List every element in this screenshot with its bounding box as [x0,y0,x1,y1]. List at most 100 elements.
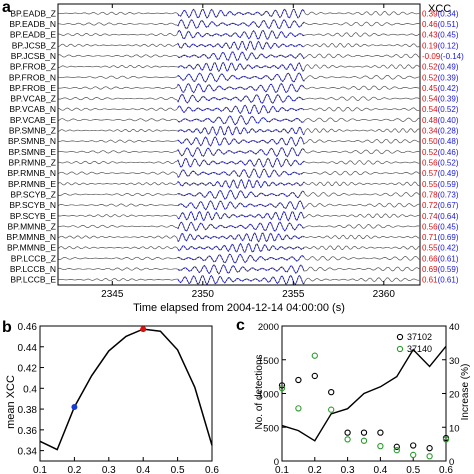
detection-point [393,443,400,450]
x-tick-label: 0.2 [67,465,81,474]
channel-label: BP.SMNB_E [8,147,56,157]
detection-point [344,436,351,443]
template-trace [177,19,305,30]
y-tick-label: 0.42 [18,364,38,375]
waveform-trace [58,29,420,40]
xcc-value: 0.56(0.52) [422,158,459,167]
xcc-value: 0.52(0.39) [422,73,459,82]
channel-label: BP.VCAB_E [10,115,56,125]
xcc-value: 0.74(0.64) [422,212,459,221]
x-tick-label: 2355 [282,289,305,300]
legend-marker [396,345,404,353]
xcc-value: 0.55(0.42) [422,244,459,253]
channel-label: BP.LCCB_Z [11,253,56,263]
y2-tick-label: 20 [449,390,460,401]
waveform-trace [57,264,420,275]
legend-label: 37140 [407,344,432,354]
channel-label: BP.FROB_N [9,72,56,82]
detection-point [410,451,417,459]
panel-a-label: a [2,0,11,16]
y2-tick-label: 40 [449,322,460,333]
x-tick-label: 2360 [373,289,396,300]
x-tick-label: 2345 [101,289,124,300]
channel-label: BP.VCAB_N [9,104,56,114]
x-tick-label: 0.5 [406,465,420,474]
xcc-value: 0.78(0.73) [422,190,459,199]
channel-label: BP.RMNB_Z [8,157,56,167]
template-trace [177,275,305,286]
xcc-value: 0.69(0.59) [422,265,459,274]
waveform-trace [57,19,420,29]
xcc-value: 0.52(0.46) [422,148,459,157]
waveform-trace [57,210,420,221]
detection-point [410,442,417,449]
waveform-trace [58,62,420,72]
detection-point [278,384,286,392]
panel-b-label: b [2,319,12,336]
x-tick-label: 0.2 [308,465,322,474]
channel-label: BP.JCSB_N [11,51,56,61]
channel-label: BP.SMNB_Z [9,126,56,136]
waveform-trace [57,72,420,83]
template-trace [177,264,305,275]
xcc-value: 0.52(0.49) [422,63,459,72]
xcc-value: 0.45(0.42) [422,84,459,93]
channel-labels: BP.EADB_ZBP.EADB_NBP.EADB_EBP.JCSB_ZBP.J… [7,8,57,284]
waveform-trace [58,221,420,232]
detection-point [278,382,286,389]
xcc-value: 0.19(0.12) [422,41,459,50]
y-tick-label: 1000 [258,390,279,401]
panel-a-x-label: Time elapsed from 2004-12-14 04:00:00 (s… [133,302,345,314]
channel-label: BP.LCCB_N [10,264,56,274]
xcc-values: 0.39(0.34) 0.46(0.51) 0.43(0.45)0.19(0.12)… [422,9,464,284]
channel-label: BP.FROB_Z [10,62,56,72]
channel-label: BP.FROB_E [9,83,56,93]
xcc-value: 0.43(0.45) [422,31,459,40]
detection-point [295,376,302,384]
template-trace [177,62,305,73]
channel-label: BP.EADB_N [9,19,56,29]
x-tick-label: 0.6 [439,465,453,474]
detection-point [393,447,400,454]
template-trace [177,51,305,61]
xcc-value: 0.46(0.51) [422,20,459,29]
y-tick-label: 0.36 [18,426,38,437]
template-trace [177,242,305,253]
x-tick-label: 0.1 [33,465,47,474]
waveform-trace [57,232,420,243]
xcc-value: 0.54(0.39) [422,95,459,104]
y-tick-label: 0.44 [18,343,38,354]
detection-point [328,406,335,413]
template-trace [177,168,305,179]
channel-label: BP.MMNB_N [7,232,56,242]
x-tick-label: 0.5 [171,465,185,474]
legend-marker [396,333,404,341]
panel-c: c No. of detections Increase (%) 0500100… [236,317,471,474]
template-trace [177,232,305,243]
y-tick-label: 0.46 [18,322,38,333]
panel-b: b mean XCC 0.340.360.380.40.420.440.460.… [2,319,219,474]
waveform-trace [57,253,420,264]
template-trace [177,8,305,19]
channel-label: BP.MMNB_Z [8,221,57,231]
xcc-value: 0.55(0.59) [422,180,459,189]
channel-label: BP.EADB_Z [10,8,56,18]
x-tick-label: 0.6 [205,465,219,474]
detection-point [295,405,302,412]
panel-b-frame [39,325,213,462]
channel-label: BP.LCCB_E [10,275,56,285]
xcc-value: -0.09(-0.14) [422,52,464,61]
waveform-trace [57,93,420,104]
template-trace [177,40,305,51]
xcc-value: 0.72(0.67) [422,201,459,210]
x-tick-label: 0.1 [275,465,289,474]
highlight-marker [140,326,147,333]
waveform-trace [57,242,420,253]
xcc-value: 0.34(0.28) [422,127,459,136]
waveform-trace [57,8,420,19]
template-trace [177,221,305,232]
y2-tick-label: 30 [449,356,460,367]
template-trace [177,157,305,168]
channel-label: BP.RMNB_N [8,168,57,178]
xcc-value: 0.50(0.48) [422,137,459,146]
